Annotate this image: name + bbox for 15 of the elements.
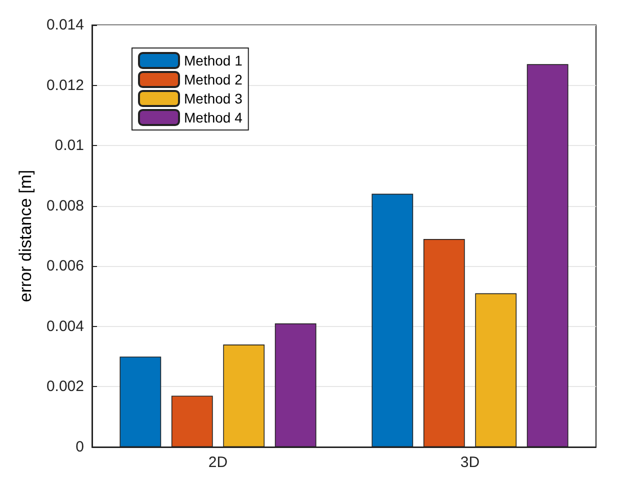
y-tick-label: 0.002 <box>46 378 84 396</box>
y-tick-label: 0.012 <box>46 76 84 94</box>
y-tick-label: 0 <box>76 438 84 456</box>
legend-label: Method 4 <box>184 110 243 126</box>
y-tick-label: 0.004 <box>46 318 84 335</box>
y-tick-label: 0.006 <box>46 258 84 275</box>
y-tick-label: 0.008 <box>46 197 84 214</box>
legend-label: Method 1 <box>184 52 243 68</box>
y-tick-label: 0.014 <box>46 16 84 34</box>
y-tick-label: 0.01 <box>54 137 84 154</box>
legend-label: Method 3 <box>184 90 243 106</box>
x-tick-label: 3D <box>460 454 480 471</box>
y-axis-title: error distance [m] <box>16 170 35 302</box>
legend-label: Method 2 <box>184 72 243 88</box>
x-tick-label: 2D <box>208 454 228 471</box>
